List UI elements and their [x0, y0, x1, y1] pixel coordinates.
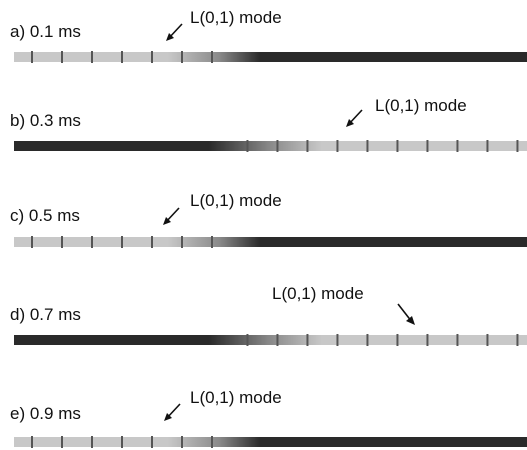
panel-a: a) 0.1 ms L(0,1) mode — [0, 0, 527, 63]
waveguide-bar — [14, 236, 527, 248]
panel-label: c) 0.5 ms — [10, 206, 80, 225]
panel-label: e) 0.9 ms — [10, 404, 81, 423]
panel-label: d) 0.7 ms — [10, 305, 81, 324]
panel-label: a) 0.1 ms — [10, 22, 81, 41]
arrow-icon — [166, 23, 183, 41]
panel-e: e) 0.9 ms L(0,1) mode — [0, 370, 527, 448]
waveguide-body — [14, 437, 527, 447]
waveguide-bar — [14, 334, 527, 346]
panel-d: d) 0.7 ms L(0,1) mode — [0, 276, 527, 346]
mode-label: L(0,1) mode — [375, 96, 467, 115]
mode-label: L(0,1) mode — [272, 284, 364, 303]
panel-label: b) 0.3 ms — [10, 111, 81, 130]
arrow-icon — [397, 303, 415, 325]
waveguide-body — [14, 52, 527, 62]
waveguide-bar — [14, 140, 527, 152]
mode-label: L(0,1) mode — [190, 388, 282, 407]
arrow-icon — [164, 403, 181, 421]
mode-label: L(0,1) mode — [190, 191, 282, 210]
waveguide-body — [14, 141, 527, 151]
waveguide-body — [14, 237, 527, 247]
panel-b: b) 0.3 ms L(0,1) mode — [0, 90, 527, 152]
waveguide-bar — [14, 51, 527, 63]
waveguide-body — [14, 335, 527, 345]
arrow-icon — [163, 207, 180, 225]
panel-c: c) 0.5 ms L(0,1) mode — [0, 184, 527, 248]
mode-label: L(0,1) mode — [190, 8, 282, 27]
waveguide-bar — [14, 436, 527, 448]
arrow-icon — [346, 109, 363, 127]
